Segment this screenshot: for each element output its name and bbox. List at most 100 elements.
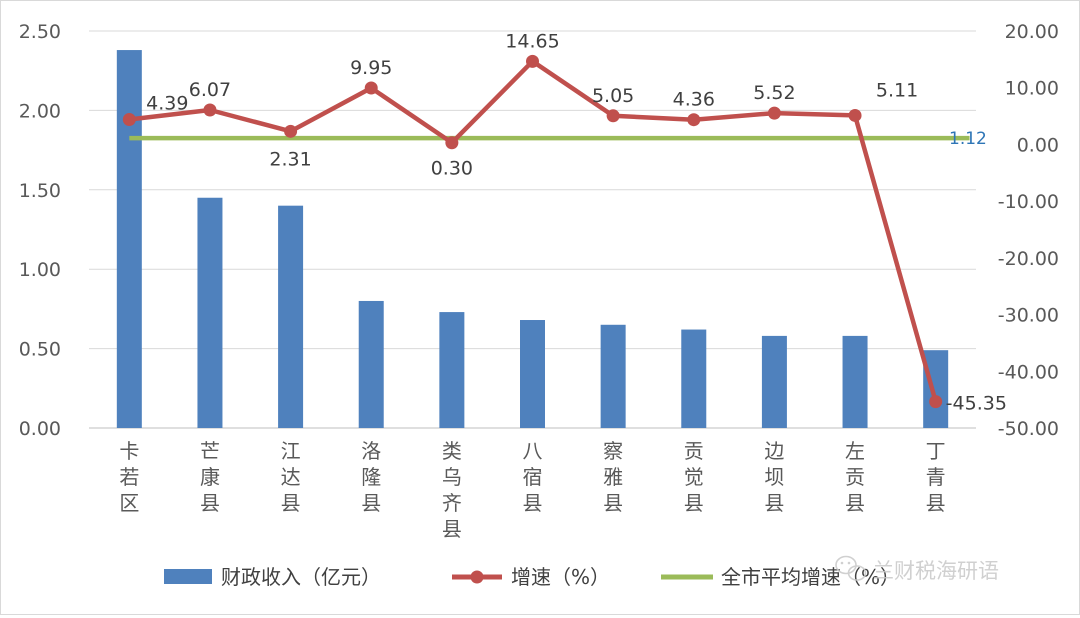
data-labels: 4.396.07 2.31 9.95 0.30 14.65 5.05 4.36 5.52 5.1… xyxy=(146,30,1007,414)
category-label-char: 隆 xyxy=(361,465,381,489)
left-tick-label: 2.00 xyxy=(19,100,61,122)
growth-data-label: 6.07 xyxy=(189,79,231,101)
growth-data-label: 0.30 xyxy=(431,158,473,180)
growth-point xyxy=(284,124,298,138)
category-label: 丁青县 xyxy=(926,439,946,515)
category-label-char: 区 xyxy=(119,491,139,515)
growth-point xyxy=(606,109,620,123)
right-tick-label: 20.00 xyxy=(1005,21,1059,43)
category-label-char: 县 xyxy=(281,491,301,515)
category-label-char: 类 xyxy=(442,439,462,463)
bar xyxy=(278,205,304,428)
growth-data-label: 9.95 xyxy=(350,57,392,79)
right-tick-label: -40.00 xyxy=(998,361,1059,383)
category-label: 左贡县 xyxy=(845,439,865,515)
growth-data-label: 5.11 xyxy=(876,79,918,101)
right-tick-label: -10.00 xyxy=(998,191,1059,213)
left-tick-label: 0.50 xyxy=(19,339,61,361)
category-label-char: 县 xyxy=(845,491,865,515)
growth-data-label: 5.52 xyxy=(753,82,795,104)
legend-growth-label: 增速（%） xyxy=(511,565,610,589)
category-label-char: 齐 xyxy=(442,491,462,515)
growth-data-label: 4.39 xyxy=(146,93,188,115)
left-axis: 0.00 0.50 1.00 1.50 2.00 2.50 xyxy=(19,21,61,440)
category-label: 八宿县 xyxy=(523,439,543,515)
category-label: 贡觉县 xyxy=(684,439,704,515)
category-label: 卡若区 xyxy=(119,439,139,515)
left-tick-label: 2.50 xyxy=(19,21,61,43)
category-label-char: 宿 xyxy=(523,465,543,489)
growth-point xyxy=(687,113,701,127)
category-label-char: 县 xyxy=(361,491,381,515)
growth-point xyxy=(929,395,943,409)
growth-point xyxy=(364,81,378,95)
category-label-char: 贡 xyxy=(845,465,865,489)
right-tick-label: -30.00 xyxy=(998,305,1059,327)
growth-point xyxy=(767,106,781,120)
bar xyxy=(681,329,707,428)
bar xyxy=(358,300,384,428)
category-label-char: 江 xyxy=(281,439,301,463)
bar xyxy=(842,335,868,428)
category-label-char: 县 xyxy=(926,491,946,515)
category-label-char: 贡 xyxy=(684,439,704,463)
bar xyxy=(520,320,545,428)
left-tick-label: 1.00 xyxy=(19,259,61,281)
category-label-char: 雅 xyxy=(603,465,623,489)
category-label-char: 觉 xyxy=(684,465,704,489)
category-label-char: 坝 xyxy=(764,465,784,489)
category-label-char: 康 xyxy=(200,465,220,489)
average-data-label: 1.12 xyxy=(949,129,987,149)
legend-bar-swatch xyxy=(164,569,212,584)
growth-data-label: 2.31 xyxy=(269,148,311,170)
category-label-char: 左 xyxy=(845,439,865,463)
legend: 财政收入（亿元） 增速（%） 全市平均增速（%） xyxy=(164,565,900,589)
category-label: 察雅县 xyxy=(603,439,623,515)
category-label-char: 八 xyxy=(523,439,543,463)
category-label: 边坝县 xyxy=(764,439,784,515)
growth-point xyxy=(526,54,539,68)
right-tick-label: 0.00 xyxy=(1017,134,1059,156)
category-label-char: 达 xyxy=(281,465,301,489)
category-label-char: 县 xyxy=(764,491,784,515)
category-label-char: 卡 xyxy=(119,439,139,463)
category-label-char: 县 xyxy=(200,491,220,515)
category-label-char: 芒 xyxy=(200,439,220,463)
bar-series xyxy=(116,50,949,428)
legend-average-label: 全市平均增速（%） xyxy=(721,565,900,589)
category-label-char: 丁 xyxy=(926,439,946,463)
right-tick-label: 10.00 xyxy=(1005,78,1059,100)
category-label: 洛隆县 xyxy=(361,439,381,515)
category-label-char: 县 xyxy=(442,517,462,541)
category-label: 芒康县 xyxy=(200,439,220,515)
right-tick-label: -50.00 xyxy=(998,418,1059,440)
bar xyxy=(761,335,787,428)
left-tick-label: 1.50 xyxy=(19,180,61,202)
category-label-char: 青 xyxy=(926,465,946,489)
category-label-char: 边 xyxy=(764,439,784,463)
growth-point xyxy=(445,136,459,150)
growth-data-label: 5.05 xyxy=(592,85,634,107)
right-axis: -50.00 -40.00 -30.00 -20.00 -10.00 0.00 10.00 2… xyxy=(998,21,1059,440)
bar xyxy=(197,197,223,428)
wechat-icon xyxy=(835,555,867,581)
growth-data-label: -45.35 xyxy=(946,393,1007,415)
bar xyxy=(600,324,626,428)
category-label: 江达县 xyxy=(281,439,301,515)
category-label-char: 洛 xyxy=(361,439,381,463)
category-label-char: 县 xyxy=(603,491,623,515)
growth-line-series xyxy=(122,54,943,409)
growth-point xyxy=(122,113,136,127)
watermark: 兰财税海研语 xyxy=(835,555,999,583)
category-label-char: 县 xyxy=(684,491,704,515)
gridlines xyxy=(89,30,976,429)
growth-point xyxy=(203,103,217,117)
category-label-char: 县 xyxy=(523,491,543,515)
bar xyxy=(439,312,465,428)
right-tick-label: -20.00 xyxy=(998,248,1059,270)
category-label-char: 若 xyxy=(119,465,139,489)
